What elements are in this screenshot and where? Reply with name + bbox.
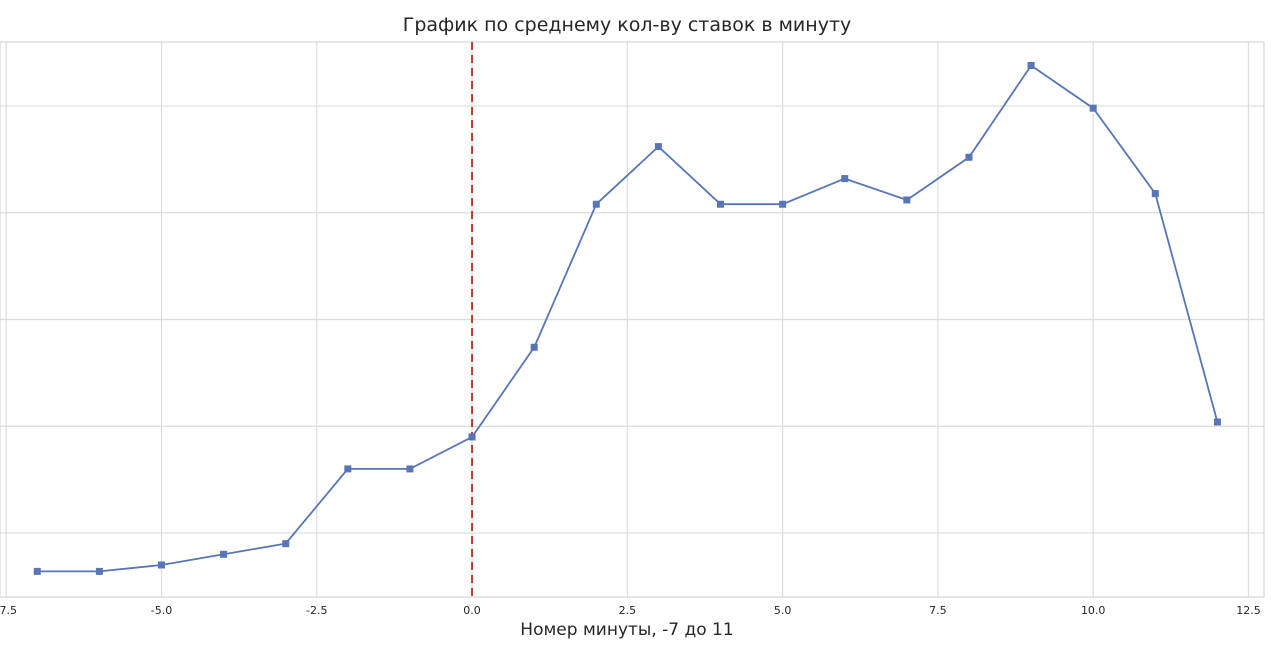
x-tick-label: 12.5 xyxy=(1236,604,1261,617)
data-point xyxy=(220,550,228,558)
x-tick-label: 2.5 xyxy=(619,604,637,617)
data-point xyxy=(1151,190,1159,198)
data-point xyxy=(654,143,662,151)
x-tick-label: 7.5 xyxy=(929,604,947,617)
x-tick-label: 5.0 xyxy=(774,604,792,617)
x-tick-labels: -7.5 -5.0 -2.5 0.0 2.5 5.0 7.5 10.0 12.5 xyxy=(0,604,1261,617)
data-point xyxy=(282,540,290,548)
x-tick-label: -5.0 xyxy=(151,604,172,617)
data-point xyxy=(965,153,973,161)
data-point xyxy=(95,567,103,575)
data-point xyxy=(33,567,41,575)
data-point xyxy=(903,196,911,204)
x-tick-label: 0.0 xyxy=(463,604,481,617)
x-tick-label: -7.5 xyxy=(0,604,17,617)
series-line-0 xyxy=(37,64,1219,573)
x-tick-label: -2.5 xyxy=(306,604,327,617)
data-point xyxy=(1213,418,1221,426)
data-point xyxy=(530,343,538,351)
chart-title: График по среднему кол-ву ставок в минут… xyxy=(402,14,852,36)
series-group xyxy=(33,61,1221,575)
data-point xyxy=(344,465,352,473)
plot-frame xyxy=(0,41,1265,598)
data-point xyxy=(717,200,725,208)
x-axis-label: Номер минуты, -7 до 11 xyxy=(520,620,734,640)
data-point xyxy=(779,200,787,208)
data-point xyxy=(1089,104,1097,112)
grid-lines xyxy=(0,42,1264,597)
data-point xyxy=(1027,61,1035,69)
data-point xyxy=(406,465,414,473)
data-point xyxy=(468,433,476,441)
data-point xyxy=(592,200,600,208)
x-tick-label: 10.0 xyxy=(1081,604,1106,617)
data-point xyxy=(841,175,849,183)
data-point xyxy=(157,561,165,569)
